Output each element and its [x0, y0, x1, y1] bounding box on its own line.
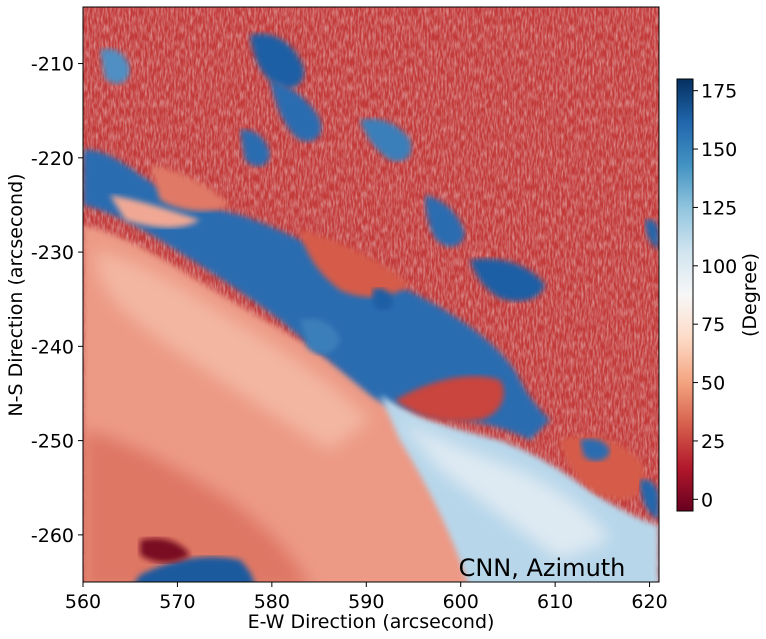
- x-tick-label: 570: [159, 591, 195, 613]
- colorbar-tick-label: 0: [701, 489, 713, 511]
- colorbar-tick-label: 25: [701, 431, 725, 453]
- panel-annotation: CNN, Azimuth: [459, 554, 626, 582]
- x-tick-label: 560: [65, 591, 101, 613]
- y-tick-label: -230: [31, 242, 74, 264]
- azimuth-heatmap: [83, 7, 659, 582]
- y-tick-label: -260: [31, 525, 74, 547]
- y-tick-label: -210: [31, 54, 74, 76]
- x-tick-label: 610: [537, 591, 573, 613]
- colorbar-ticks: 0 25 50 75 100 125 150 175: [693, 81, 737, 511]
- colorbar-label: (Degree): [739, 253, 761, 337]
- x-tick-label: 590: [348, 591, 384, 613]
- x-axis: 560 570 580 590 600 610 620: [65, 582, 668, 613]
- y-axis-label: N-S Direction (arcsecond): [5, 173, 27, 416]
- colorbar-fill: [677, 79, 693, 511]
- y-tick-label: -250: [31, 431, 74, 453]
- y-tick-label: -240: [31, 336, 74, 358]
- colorbar-gradient: [677, 79, 693, 511]
- x-tick-label: 620: [631, 591, 667, 613]
- colorbar-tick-label: 75: [701, 314, 725, 336]
- colorbar-tick-label: 125: [701, 197, 737, 219]
- x-axis-label: E-W Direction (arcsecond): [248, 611, 495, 633]
- x-tick-label: 600: [443, 591, 479, 613]
- colorbar-tick-label: 50: [701, 373, 725, 395]
- plot-frame: [82, 6, 660, 583]
- colorbar-frame: [676, 78, 694, 512]
- colorbar-tick-label: 150: [701, 139, 737, 161]
- colorbar-tick-label: 175: [701, 81, 737, 103]
- colorbar: 0 25 50 75 100 125 150 175 (Degree): [676, 78, 761, 512]
- y-tick-label: -220: [31, 148, 74, 170]
- x-tick-label: 580: [254, 591, 290, 613]
- colorbar-tick-label: 100: [701, 256, 737, 278]
- y-axis: -210 -220 -230 -240 -250 -260: [31, 54, 83, 547]
